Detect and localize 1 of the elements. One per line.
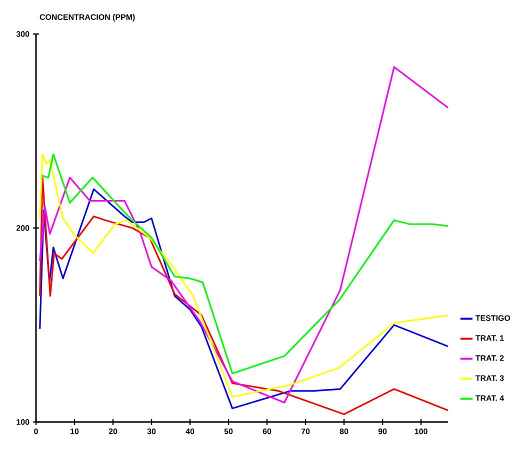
line-series bbox=[39, 66, 449, 404]
